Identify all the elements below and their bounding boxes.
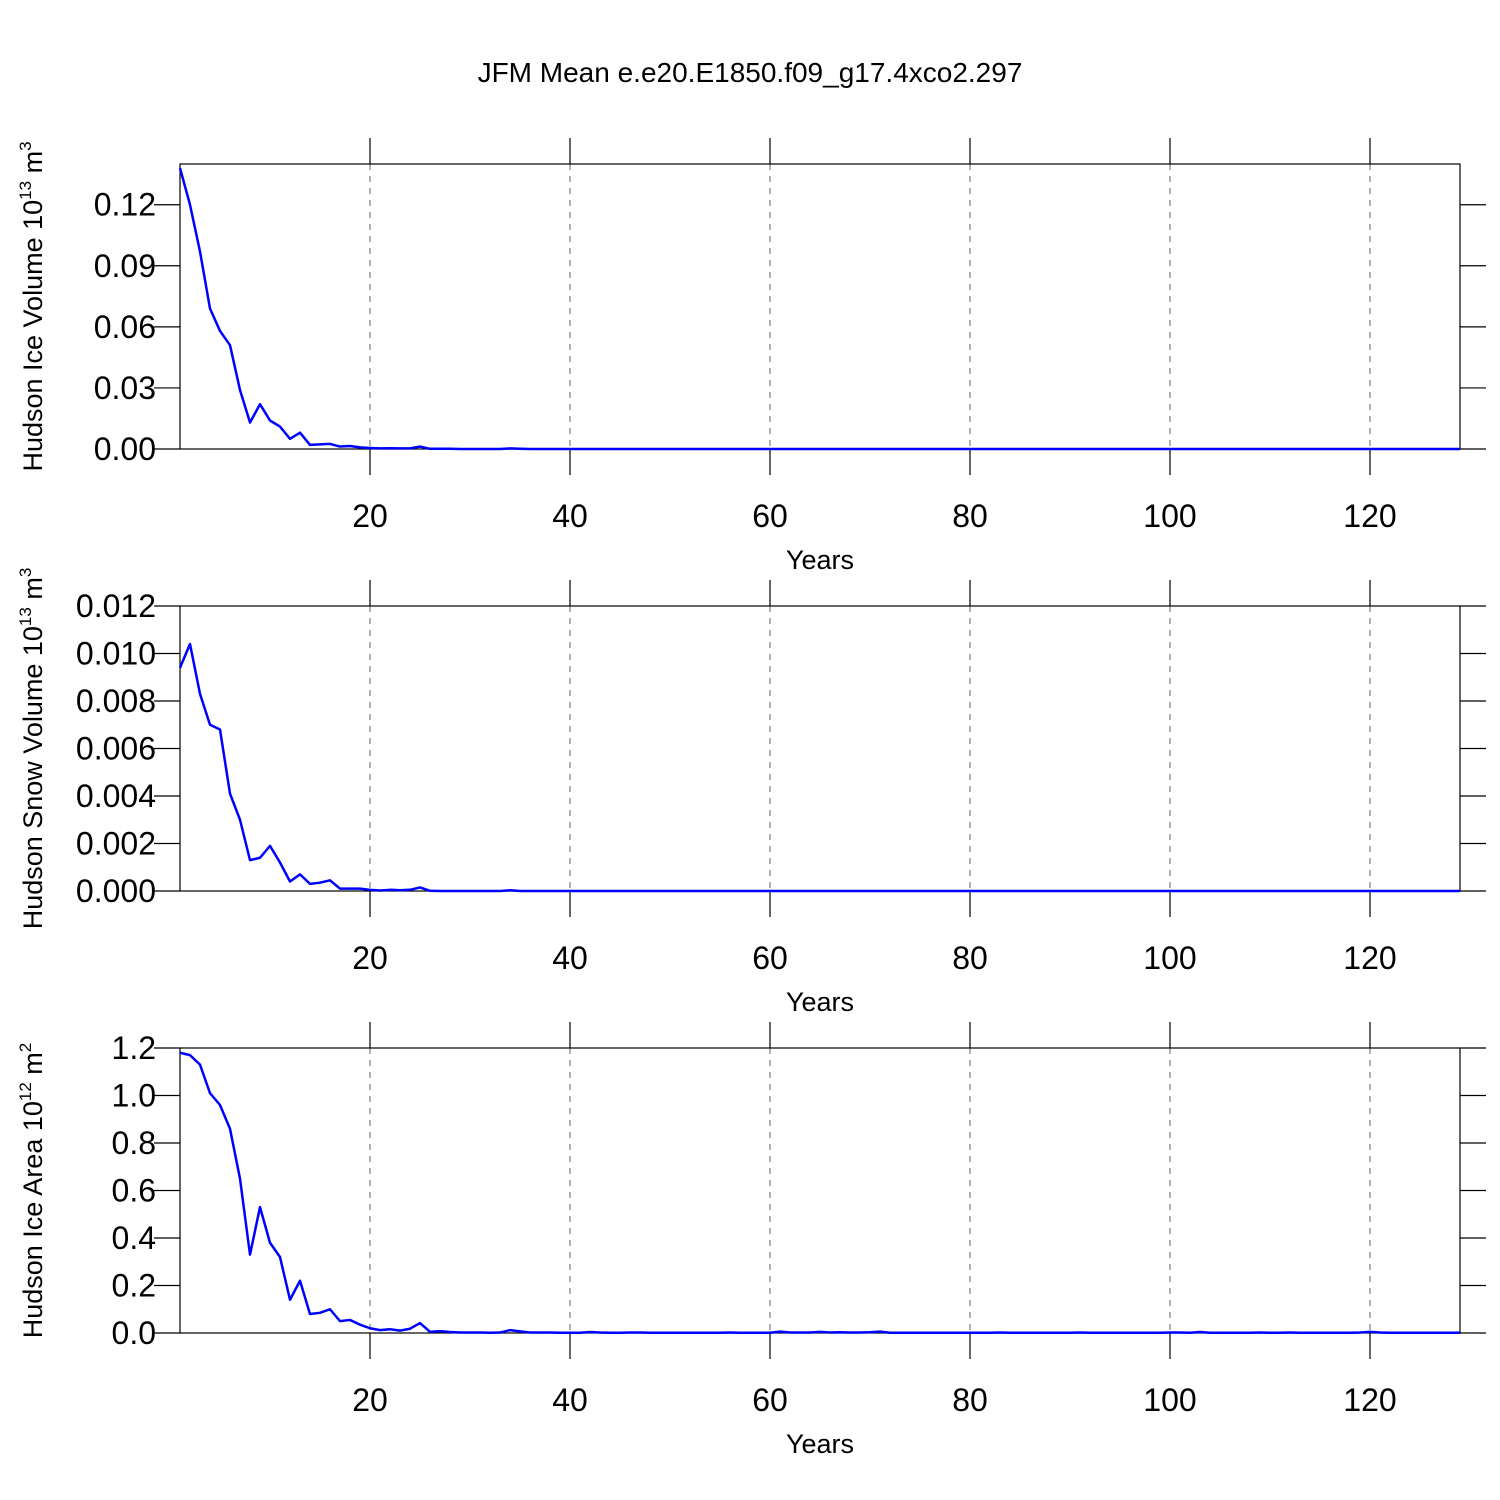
y-tick-label: 0.0 (112, 1315, 156, 1351)
x-tick-label: 100 (1143, 1382, 1196, 1418)
y-tick-label: 0.004 (76, 778, 156, 814)
y-axis-label-exponent: 13 (16, 181, 35, 200)
x-tick-label: 40 (552, 498, 588, 534)
y-axis-label-unit: m (18, 1052, 48, 1075)
x-tick-label: 40 (552, 1382, 588, 1418)
y-axis-label-space (18, 1075, 48, 1083)
plot-frame (179, 605, 1461, 892)
data-line (179, 1051, 1460, 1335)
x-axis-label: Years (786, 545, 854, 575)
y-axis-label-exponent: 13 (16, 607, 35, 626)
y-axis-label-unit: m (18, 577, 48, 600)
x-tick-label: 40 (552, 940, 588, 976)
x-tick-label: 60 (752, 1382, 788, 1418)
y-axis-label-text: Hudson Ice Area 10 (18, 1101, 48, 1338)
y-axis-label-unit-exponent: 3 (16, 568, 35, 577)
y-tick-label: 0.000 (76, 873, 156, 909)
x-tick-label: 120 (1343, 1382, 1396, 1418)
y-tick-label: 0.6 (112, 1173, 156, 1209)
y-axis-label-unit-exponent: 3 (16, 141, 35, 150)
data-line (178, 642, 1460, 893)
x-tick-label: 60 (752, 940, 788, 976)
x-tick-label: 120 (1343, 498, 1396, 534)
y-axis-label-space (18, 600, 48, 608)
y-axis-label: Hudson Snow Volume 1013 m3 (16, 568, 48, 930)
x-tick-label: 20 (352, 498, 388, 534)
y-axis-label-space (18, 173, 48, 181)
y-axis-label-unit: m (18, 151, 48, 174)
plot-frame (179, 1047, 1461, 1334)
y-tick-label: 0.06 (94, 309, 156, 345)
x-tick-label: 80 (952, 940, 988, 976)
y-tick-label: 0.09 (94, 248, 156, 284)
x-tick-label: 120 (1343, 940, 1396, 976)
y-tick-label: 0.03 (94, 370, 156, 406)
plot-frame (179, 163, 1461, 450)
x-tick-label: 20 (352, 940, 388, 976)
y-axis-label-text: Hudson Snow Volume 10 (18, 626, 48, 929)
x-axis-label: Years (786, 987, 854, 1017)
x-tick-label: 20 (352, 1382, 388, 1418)
x-tick-label: 100 (1143, 498, 1196, 534)
y-tick-label: 0.2 (112, 1268, 156, 1304)
y-tick-label: 1.2 (112, 1030, 156, 1066)
y-tick-label: 0.006 (76, 731, 156, 767)
y-tick-label: 0.008 (76, 683, 156, 719)
y-tick-label: 0.00 (94, 431, 156, 467)
x-tick-label: 80 (952, 498, 988, 534)
y-axis-label-exponent: 12 (16, 1082, 35, 1101)
y-tick-label: 1.0 (112, 1078, 156, 1114)
x-axis-label: Years (786, 1429, 854, 1459)
y-axis-label-text: Hudson Ice Volume 10 (18, 200, 48, 472)
y-tick-label: 0.012 (76, 588, 156, 624)
data-line (178, 167, 1460, 451)
x-tick-label: 80 (952, 1382, 988, 1418)
y-tick-label: 0.010 (76, 636, 156, 672)
figure-title: JFM Mean e.e20.E1850.f09_g17.4xco2.297 (478, 57, 1023, 88)
y-tick-label: 0.002 (76, 826, 156, 862)
y-axis-label: Hudson Ice Volume 1013 m3 (16, 141, 48, 471)
y-tick-label: 0.4 (112, 1220, 156, 1256)
y-axis-label-unit-exponent: 2 (16, 1043, 35, 1052)
y-tick-label: 0.8 (112, 1125, 156, 1161)
y-axis-label: Hudson Ice Area 1012 m2 (16, 1043, 48, 1339)
y-tick-label: 0.12 (94, 187, 156, 223)
x-tick-label: 100 (1143, 940, 1196, 976)
x-tick-label: 60 (752, 498, 788, 534)
